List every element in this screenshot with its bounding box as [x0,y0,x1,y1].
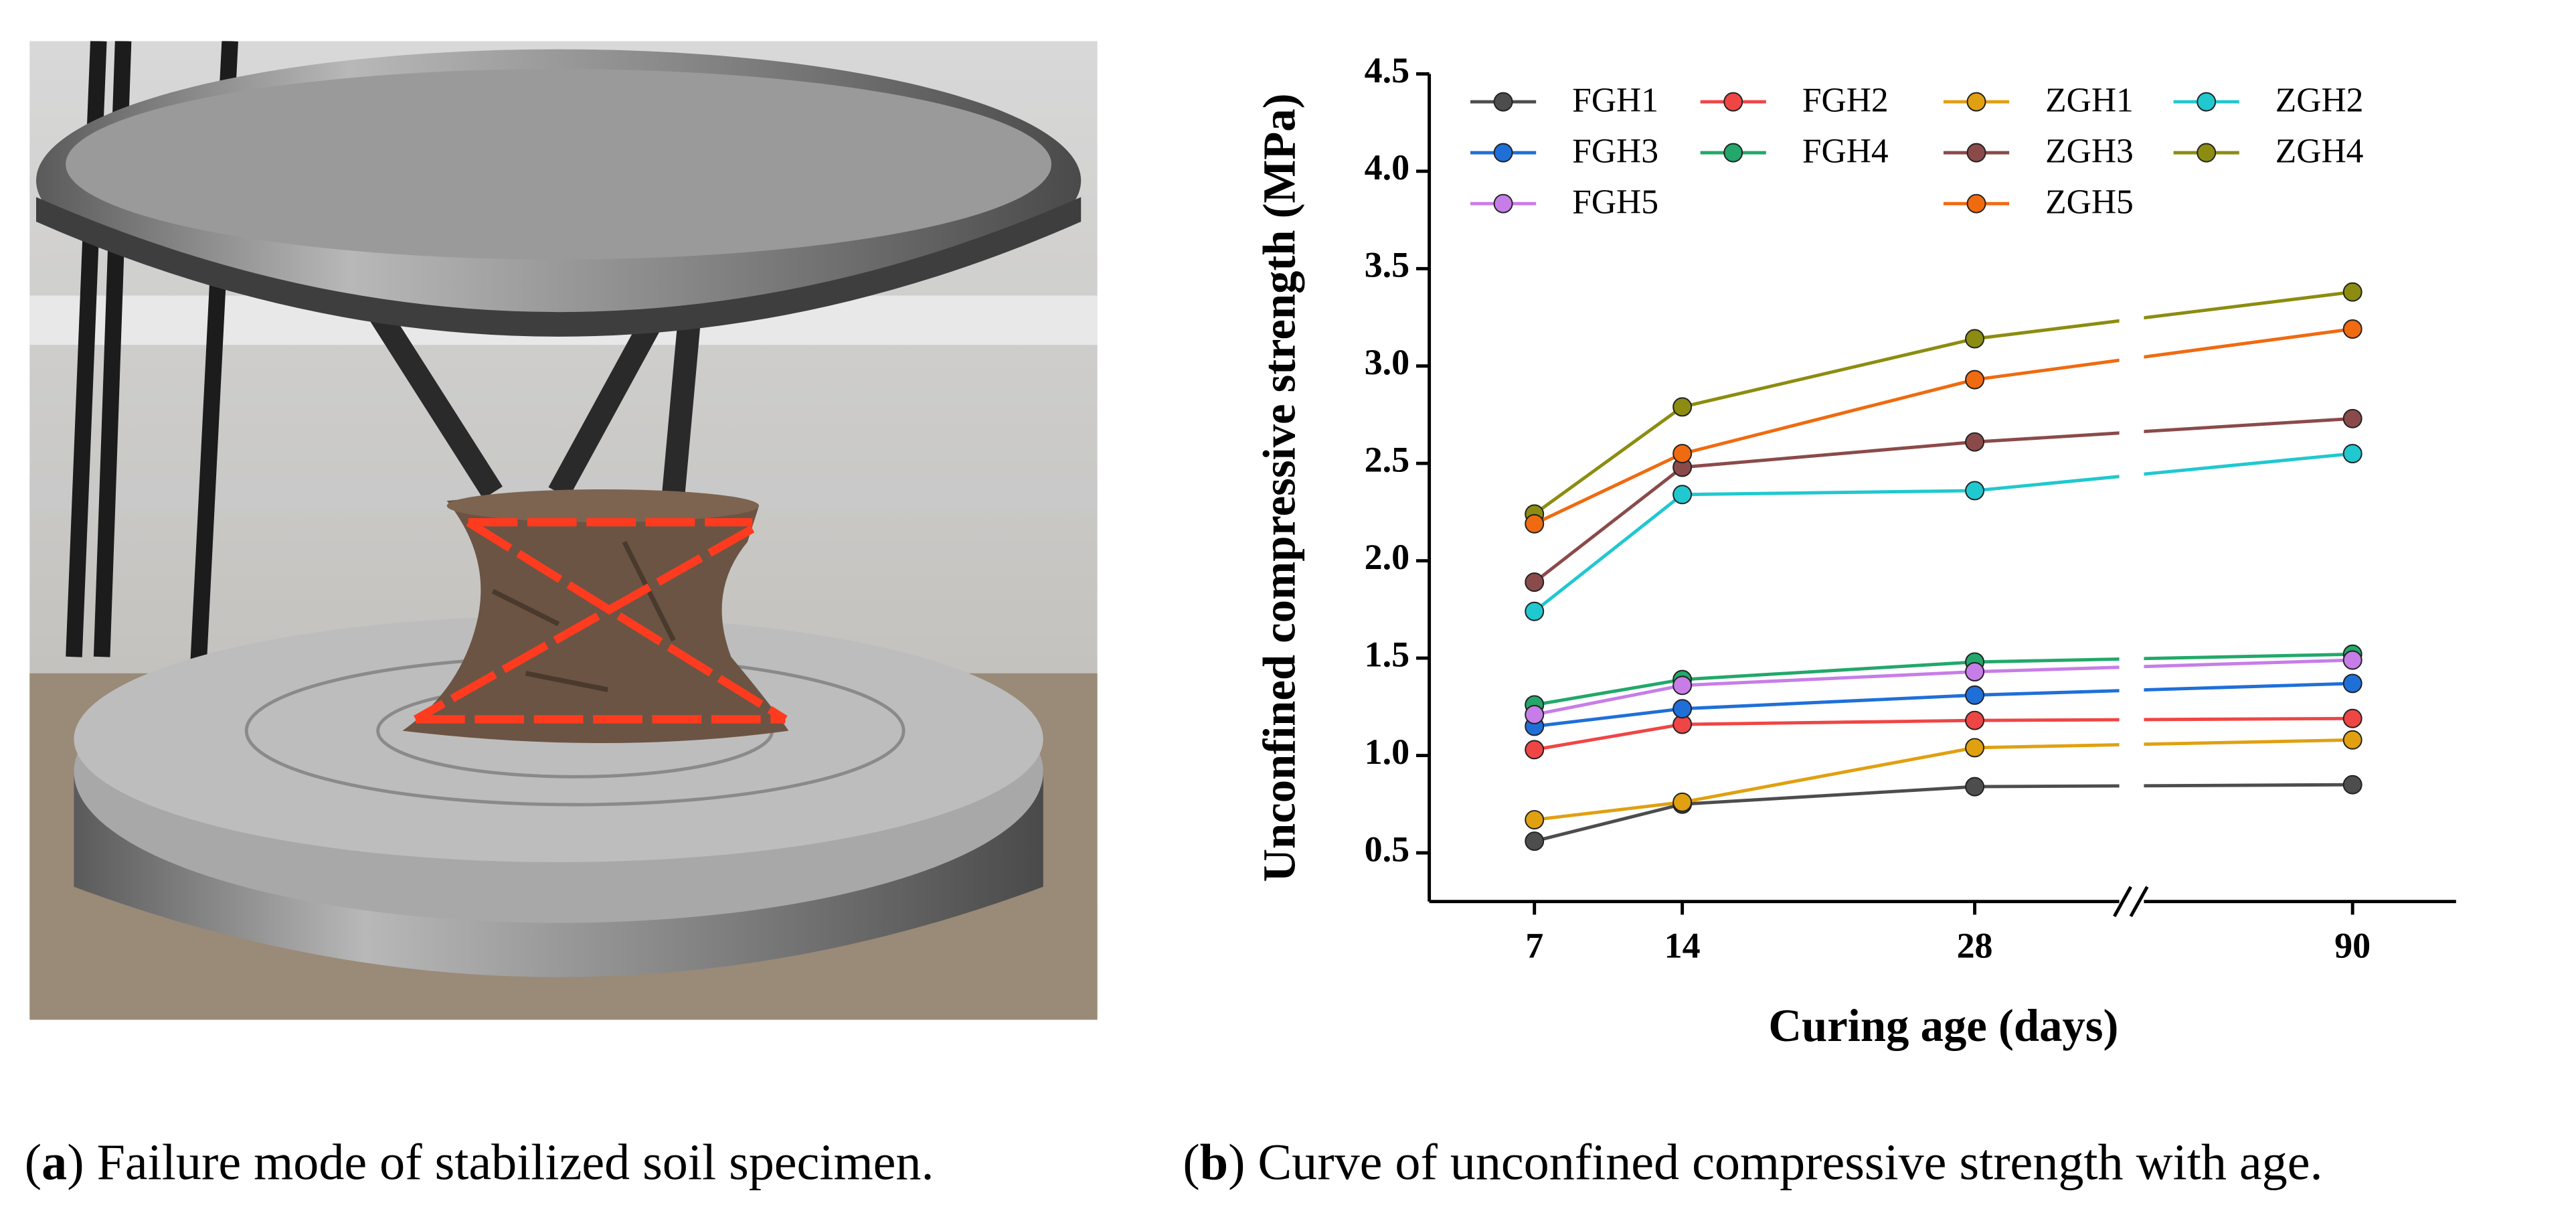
data-point [2342,775,2363,795]
data-point [2342,650,2363,670]
data-point [2342,708,2363,728]
data-point [1525,704,1545,724]
y-tick-label: 0.5 [1365,829,1409,869]
legend-marker [1966,193,1986,214]
legend-marker [1493,193,1513,214]
legend-marker [1493,143,1513,163]
data-point [2342,408,2363,428]
caption-part: ( [25,1134,41,1190]
caption-part: ( [1183,1134,1199,1190]
legend-label: ZGH3 [2045,132,2134,170]
legend-marker [1723,143,1743,163]
legend-marker [1966,143,1986,163]
series-line [1533,290,2353,515]
x-tick-label: 90 [2334,925,2371,965]
legend-label: ZGH2 [2276,81,2364,119]
data-point [1525,601,1545,621]
series-line [1534,738,2353,821]
data-point [1525,572,1545,592]
data-point [2342,319,2363,339]
axis-break [2113,886,2149,917]
chart: Curing age (days) Unconfined compressive… [1254,74,2456,1051]
legend-marker [2197,92,2217,112]
data-point [1672,397,1693,417]
caption: (a) Failure mode of stabilized soil spec… [25,1134,934,1190]
legend-label: ZGH4 [2276,132,2364,170]
data-point [1965,432,1985,452]
y-tick-label: 4.0 [1365,147,1409,187]
series-line [1534,716,2353,752]
legend-marker [1723,92,1743,112]
legend-marker [2197,143,2217,163]
series-line [1534,652,2353,707]
caption-part: ) Failure mode of stabilized soil specim… [67,1134,934,1190]
data-point [2342,730,2363,750]
legend-label: FGH2 [1802,81,1889,119]
axis-break-gap [2119,230,2144,887]
data-point [1525,513,1545,534]
data-point [1965,481,1985,501]
series-line [1533,452,2353,613]
y-axis-title: Unconfined compressive strength (MPa) [1254,94,1304,882]
caption: (b) Curve of unconfined compressive stre… [1183,1134,2322,1190]
legend-marker [1966,92,1986,112]
x-tick-label: 7 [1525,925,1543,965]
data-point [1525,740,1545,760]
caption-part: a [41,1134,67,1190]
legend-label: FGH4 [1802,132,1889,170]
data-point [1672,485,1693,505]
data-point [1672,792,1693,812]
y-tick-label: 2.5 [1365,440,1409,480]
data-point [1672,675,1693,696]
series-line [1534,783,2353,843]
data-point [1965,738,1985,758]
series-line [1534,658,2353,716]
legend-label: FGH3 [1572,132,1658,170]
data-point [1672,699,1693,719]
caption-part: ) Curve of unconfined compressive streng… [1228,1134,2322,1190]
photo [29,41,1098,1020]
legend-label: FGH1 [1572,81,1658,119]
series-line [1534,681,2353,728]
data-point [1965,777,1985,797]
x-axis-title: Curing age (days) [1768,1000,2118,1051]
y-tick-label: 1.0 [1365,732,1409,772]
legend-marker [1493,92,1513,112]
data-point [1965,329,1985,349]
data-point [2342,282,2363,302]
series-line [1533,327,2353,526]
caption-part: b [1200,1134,1228,1190]
data-point [1525,810,1545,830]
legend-label: ZGH1 [2045,81,2134,119]
legend-label: ZGH5 [2045,183,2134,221]
data-point [1965,370,1985,390]
x-tick-label: 28 [1957,925,1993,965]
y-tick-label: 4.5 [1365,50,1409,90]
y-tick-label: 3.5 [1365,245,1409,285]
y-tick-label: 3.0 [1365,342,1409,382]
data-point [1965,661,1985,681]
data-point [2342,673,2363,694]
y-tick-label: 1.5 [1365,635,1409,675]
data-point [2342,444,2363,464]
legend-label: FGH5 [1572,183,1658,221]
x-tick-label: 14 [1664,925,1701,965]
y-tick-label: 2.0 [1365,537,1409,577]
data-point [1965,710,1985,730]
data-point [1672,444,1693,464]
data-point [1965,685,1985,705]
data-point [1525,831,1545,852]
series-line [1533,416,2353,584]
